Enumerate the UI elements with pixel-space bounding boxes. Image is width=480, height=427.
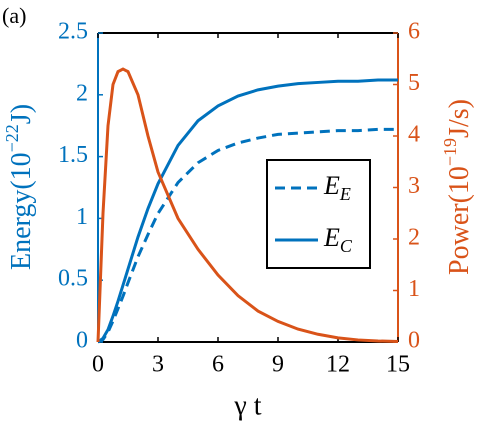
y2-tick-label: 4: [408, 122, 420, 148]
x-axis-label: γ t: [233, 390, 261, 421]
legend-sub: E: [339, 184, 351, 204]
y2-tick-label: 6: [408, 19, 420, 45]
legend-name: E: [323, 223, 340, 252]
y2-tick-label: 3: [408, 173, 420, 199]
y-tick-label: 0: [76, 328, 88, 354]
label-sup: −19: [440, 138, 460, 166]
label-sup: −22: [2, 124, 22, 152]
panel-label: (a): [2, 3, 26, 28]
y-tick-label: 0.5: [58, 266, 88, 292]
legend-name: E: [323, 171, 340, 200]
x-tick-label: 0: [92, 352, 104, 378]
x-tick-label: 12: [326, 352, 350, 378]
y2-tick-label: 0: [408, 328, 420, 354]
label-unit: J/s): [444, 99, 475, 138]
y2-tick-label: 2: [408, 225, 420, 251]
y2-tick-label: 5: [408, 70, 420, 96]
label-text: Power(10: [444, 166, 475, 275]
series-line: [97, 78, 398, 344]
legend-label: EC: [323, 223, 353, 256]
x-tick-label: 9: [272, 352, 284, 378]
legend-box: [266, 159, 371, 269]
y2-axis-label: Power(10−19J/s): [440, 99, 475, 275]
y-tick-label: 2.5: [58, 19, 88, 45]
x-tick-label: 15: [386, 352, 410, 378]
x-tick-label: 6: [212, 352, 224, 378]
legend-label: EE: [323, 171, 351, 204]
series-line: [97, 127, 398, 344]
series-line: [96, 67, 399, 343]
legend-sub: C: [340, 236, 353, 256]
y-tick-label: 2: [76, 80, 88, 106]
y2-tick-label: 1: [408, 276, 420, 302]
x-tick-label: 3: [152, 352, 164, 378]
y-axis-label: Energy(10−22J): [2, 104, 37, 270]
y-tick-label: 1.5: [58, 142, 88, 168]
y-tick-label: 1: [76, 204, 88, 230]
label-unit: J): [6, 104, 37, 124]
label-text: Energy(10: [6, 152, 37, 270]
